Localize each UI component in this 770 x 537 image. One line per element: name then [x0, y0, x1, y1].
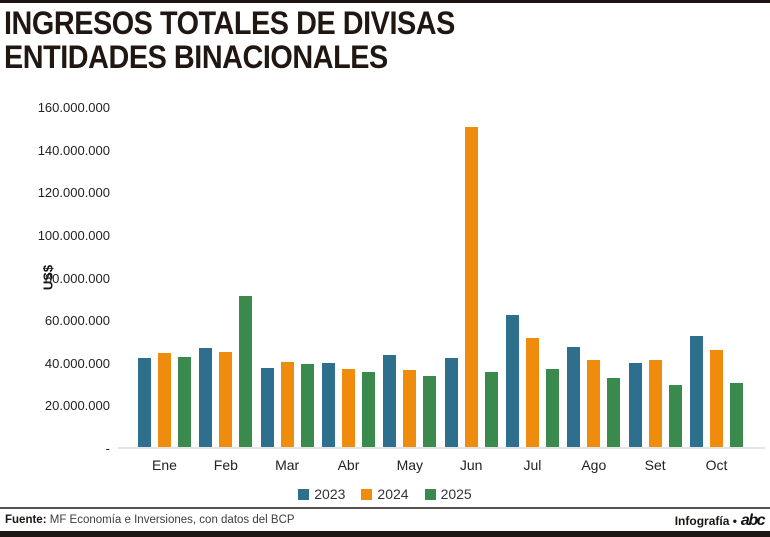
- bar-group-Oct: [688, 108, 745, 447]
- y-tick-label: 40.000.000: [44, 355, 110, 371]
- bar-2025-Oct: [729, 383, 743, 447]
- y-tick-label: 100.000.000: [37, 227, 110, 243]
- y-tick-label: 80.000.000: [44, 270, 110, 286]
- x-tick-label-Jul: Jul: [523, 457, 542, 473]
- x-tick-label-May: May: [396, 457, 424, 473]
- bar-2025-Jun: [484, 371, 498, 447]
- bars-container: [118, 108, 765, 447]
- x-tick-label-Ene: Ene: [152, 457, 177, 473]
- bar-2025-May: [423, 376, 437, 447]
- bar-2024-May: [403, 369, 417, 447]
- bar-2024-Mar: [280, 362, 294, 447]
- credit-line: Infografía • abc: [674, 512, 766, 530]
- bar-2023-Abr: [321, 363, 335, 447]
- bar-2023-Set: [628, 363, 642, 447]
- x-axis-labels: Ene Feb Mar Abr May Jun Jul Ago Set Oct: [118, 457, 765, 473]
- abc-logo: abc: [740, 512, 766, 529]
- legend-item-2024: 2024: [361, 486, 409, 502]
- bar-group-Jun: [443, 108, 500, 447]
- bar-2025-Ene: [178, 356, 191, 447]
- y-tick-label: 160.000.000: [37, 100, 110, 115]
- bar-2025-Set: [668, 384, 682, 447]
- bar-group-Ago: [565, 108, 622, 447]
- bar-2024-Set: [648, 360, 662, 447]
- y-tick-label: 20.000.000: [44, 398, 110, 414]
- bar-2025-Abr: [361, 371, 375, 447]
- bar-2024-Feb: [219, 351, 233, 447]
- bar-2024-Abr: [341, 368, 355, 447]
- bar-group-Feb: [197, 108, 254, 447]
- x-tick-label-Feb: Feb: [213, 457, 238, 473]
- bar-2024-Jun: [464, 127, 478, 447]
- legend-item-2025: 2025: [424, 486, 472, 502]
- bar-2023-Jul: [505, 314, 519, 447]
- title-line-2: ENTIDADES BINACIONALES: [4, 39, 388, 75]
- bar-group-Abr: [320, 108, 377, 447]
- bar-group-Ene: [136, 108, 193, 447]
- bar-2024-Jul: [525, 337, 539, 447]
- y-tick-label: 140.000.000: [37, 142, 110, 158]
- bar-group-Set: [627, 108, 684, 447]
- bar-2023-Oct: [689, 335, 703, 447]
- source-label: Fuente:: [5, 514, 47, 526]
- bar-2023-Ene: [138, 358, 151, 447]
- top-divider: [0, 0, 770, 3]
- x-tick-label-Oct: Oct: [705, 457, 728, 473]
- bar-2025-Feb: [239, 295, 253, 447]
- legend-swatch-icon: [298, 488, 310, 500]
- legend-label: 2023: [314, 486, 346, 502]
- y-tick-label: -: [105, 441, 110, 456]
- source-text: MF Economía e Inversiones, con datos del…: [49, 514, 295, 526]
- chart-legend: 2023 2024 2025: [0, 486, 770, 502]
- x-tick-label-Jun: Jun: [459, 457, 483, 473]
- legend-swatch-icon: [361, 488, 373, 500]
- legend-label: 2024: [377, 486, 409, 502]
- x-tick-label-Set: Set: [644, 457, 666, 473]
- legend-item-2023: 2023: [298, 486, 345, 502]
- bar-group-Mar: [259, 108, 316, 447]
- title-line-1: INGRESOS TOTALES DE DIVISAS: [4, 5, 455, 41]
- legend-label: 2025: [440, 486, 472, 502]
- bar-2023-May: [383, 354, 397, 447]
- bar-2024-Ago: [587, 360, 601, 447]
- page-title: INGRESOS TOTALES DE DIVISAS ENTIDADES BI…: [4, 6, 455, 74]
- bar-2025-Mar: [300, 364, 314, 447]
- y-tick-label: 60.000.000: [44, 313, 110, 329]
- x-tick-label-Abr: Abr: [337, 457, 360, 473]
- bar-2025-Jul: [545, 368, 559, 447]
- bar-2023-Feb: [199, 348, 213, 447]
- plot-area: [118, 108, 765, 449]
- footer-divider: [0, 507, 770, 509]
- source-line: Fuente: MF Economía e Inversiones, con d…: [5, 514, 295, 526]
- y-tick-label: 120.000.000: [37, 185, 110, 201]
- bar-2023-Jun: [444, 358, 458, 447]
- bar-2023-Mar: [260, 367, 274, 447]
- bar-group-May: [381, 108, 438, 447]
- x-tick-label-Ago: Ago: [581, 457, 607, 473]
- bottom-divider: [0, 531, 770, 537]
- bar-2025-Ago: [607, 378, 621, 447]
- bar-2024-Oct: [709, 349, 723, 447]
- bar-group-Jul: [504, 108, 561, 447]
- bar-2023-Ago: [567, 347, 581, 447]
- bar-2024-Ene: [158, 352, 171, 447]
- credit-text: Infografía •: [674, 514, 737, 528]
- x-tick-label-Mar: Mar: [275, 457, 300, 473]
- legend-swatch-icon: [424, 488, 436, 500]
